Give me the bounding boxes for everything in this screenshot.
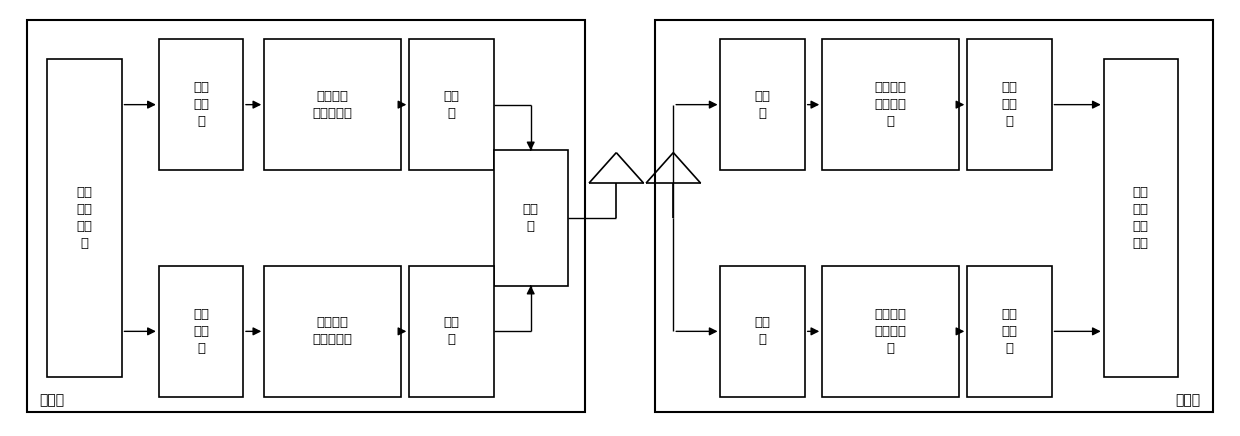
Bar [822, 39, 959, 170]
Text: 混频
器: 混频 器 [444, 90, 459, 119]
Text: 接收机: 接收机 [1176, 394, 1200, 408]
Text: 发射机: 发射机 [40, 394, 64, 408]
Bar [159, 39, 243, 170]
Text: 模拟基带
低通滤波
器: 模拟基带 低通滤波 器 [874, 308, 906, 355]
Text: 合路
器: 合路 器 [523, 203, 538, 233]
Bar [822, 266, 959, 397]
Bar [967, 39, 1052, 170]
Text: 模数
转换
器: 模数 转换 器 [1002, 81, 1017, 128]
Bar [27, 20, 585, 412]
Text: 数字
基带
发射
机: 数字 基带 发射 机 [77, 186, 92, 250]
Bar [409, 266, 494, 397]
Bar [264, 39, 401, 170]
Text: 数模
转换
器: 数模 转换 器 [193, 308, 208, 355]
Bar [1104, 59, 1178, 377]
Bar [264, 266, 401, 397]
Text: 模拟基带
低通滤波器: 模拟基带 低通滤波器 [312, 317, 352, 346]
Text: 混频
器: 混频 器 [755, 90, 770, 119]
Text: 模拟基带
低通滤波器: 模拟基带 低通滤波器 [312, 90, 352, 119]
Bar [720, 266, 805, 397]
Text: 混频
器: 混频 器 [444, 317, 459, 346]
Bar [47, 59, 122, 377]
Bar [655, 20, 1213, 412]
Bar [494, 150, 568, 286]
Text: 模拟基带
低通滤波
器: 模拟基带 低通滤波 器 [874, 81, 906, 128]
Bar [720, 39, 805, 170]
Text: 数模
转换
器: 数模 转换 器 [193, 81, 208, 128]
Bar [967, 266, 1052, 397]
Text: 混频
器: 混频 器 [755, 317, 770, 346]
Bar [409, 39, 494, 170]
Text: 数字
基带
接收
机机: 数字 基带 接收 机机 [1133, 186, 1148, 250]
Bar [159, 266, 243, 397]
Text: 模数
转换
器: 模数 转换 器 [1002, 308, 1017, 355]
